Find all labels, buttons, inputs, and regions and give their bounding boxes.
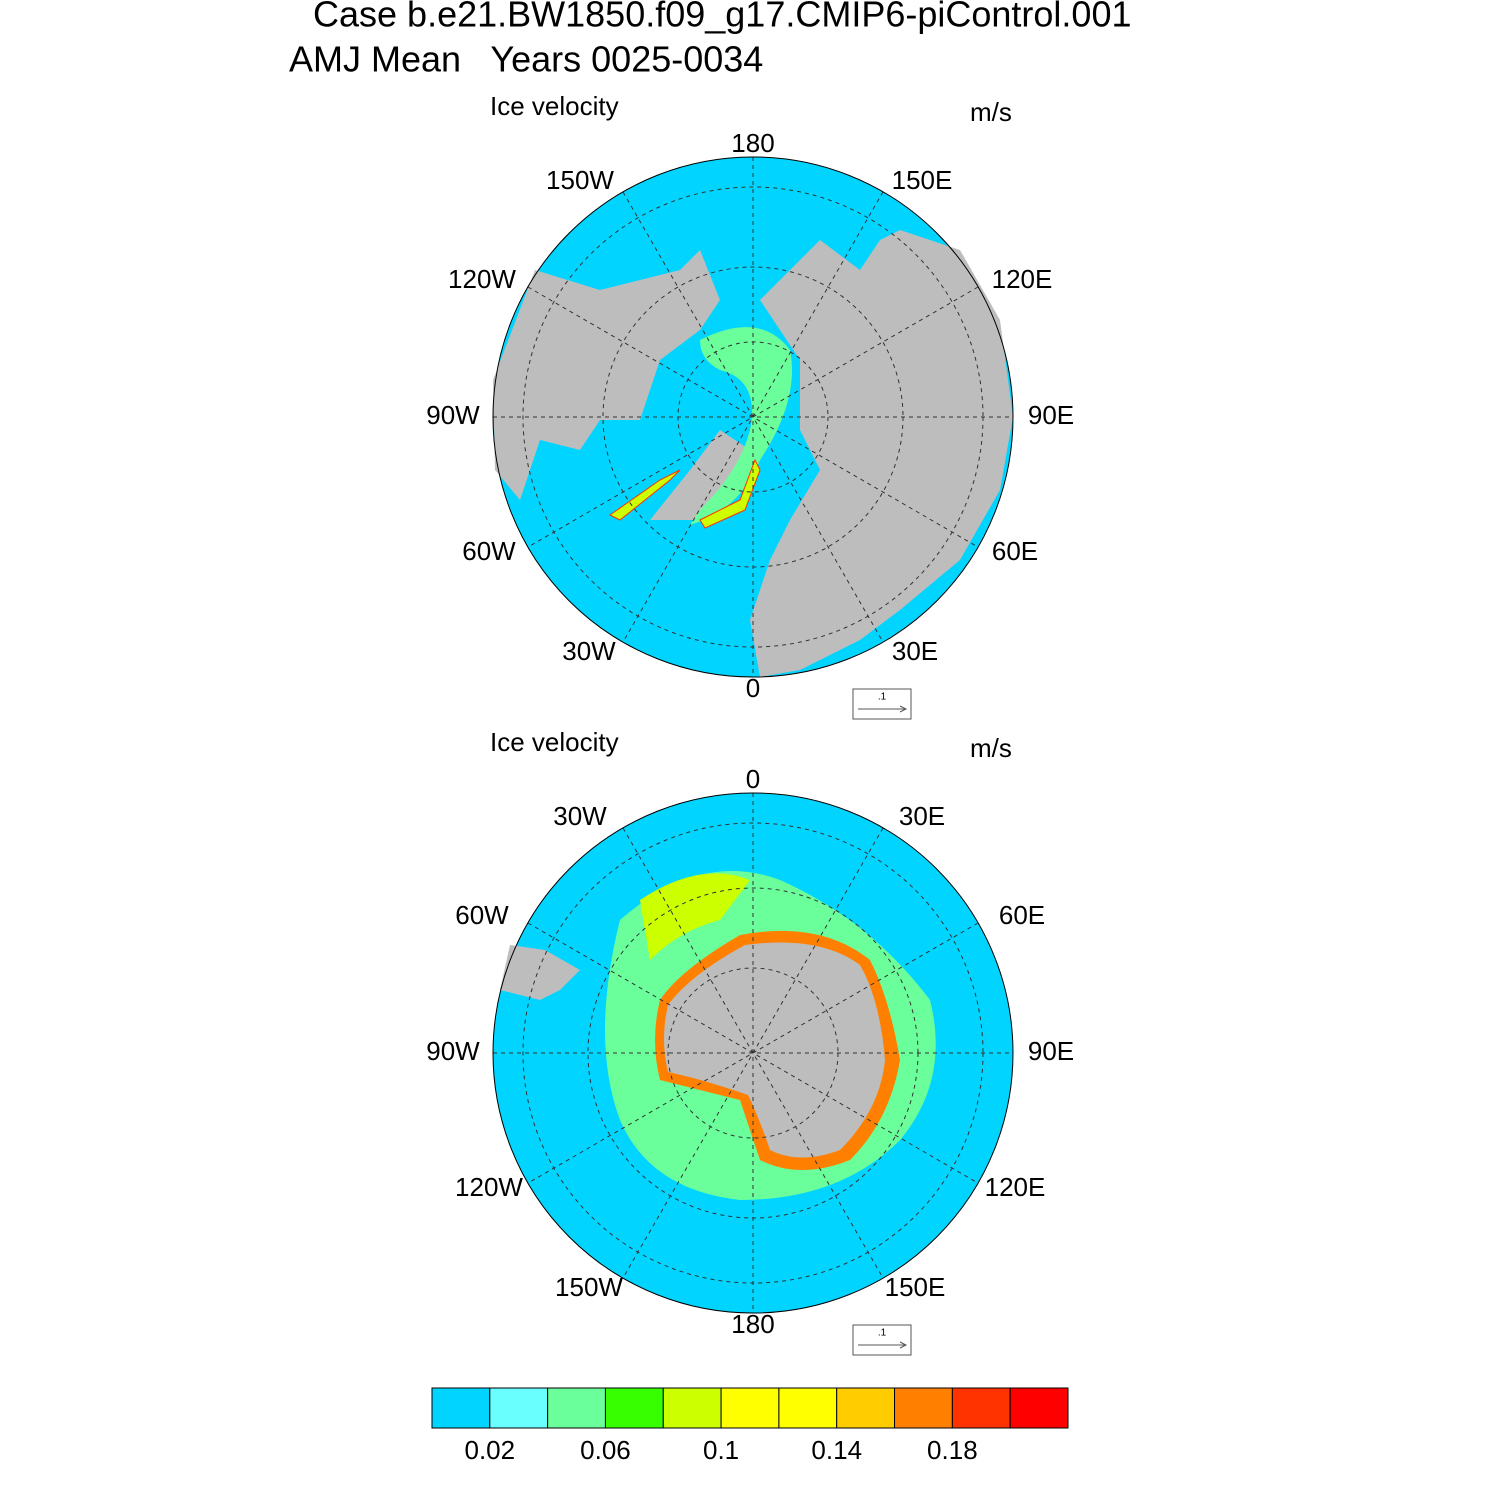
antarctic-map — [492, 792, 1014, 1314]
longitude-label: 150W — [555, 1272, 623, 1302]
land-north-america — [493, 250, 720, 500]
units-label: m/s — [970, 97, 1012, 127]
colorbar-box — [489, 1387, 549, 1429]
fast-ice-region — [609, 458, 761, 529]
longitude-label: 180 — [731, 128, 774, 158]
land-antarctica — [664, 942, 885, 1158]
colorbar-box — [1009, 1387, 1069, 1429]
longitude-label: 60W — [455, 900, 509, 930]
map-border — [492, 156, 1014, 678]
longitude-label: 180 — [731, 1309, 774, 1339]
longitude-label: 60W — [462, 536, 516, 566]
longitude-label: 150W — [546, 165, 614, 195]
longitude-label: 150E — [892, 165, 953, 195]
longitude-label: 90E — [1028, 1036, 1074, 1066]
longitude-label: 90W — [426, 400, 480, 430]
longitude-label: 60E — [999, 900, 1045, 930]
colorbar-tick-label: 0.1 — [703, 1435, 739, 1465]
longitude-label: 120E — [985, 1172, 1046, 1202]
longitude-label: 90E — [1028, 400, 1074, 430]
colorbar-box — [720, 1387, 780, 1429]
figure-subtitle: AMJ Mean Years 0025-0034 — [289, 39, 763, 80]
ice-drift-fast — [640, 873, 750, 960]
panel-title: Ice velocity — [490, 91, 619, 121]
figure-title: Case b.e21.BW1850.f09_g17.CMIP6-piContro… — [313, 0, 1132, 35]
reference-vector-box — [852, 1324, 912, 1356]
reference-vector-arrow — [858, 705, 908, 713]
reference-vector-label: .1 — [878, 1328, 887, 1339]
map-border — [492, 792, 1014, 1314]
graticule — [493, 793, 1013, 1313]
colorbar-box — [604, 1387, 664, 1429]
reference-vector-box — [852, 688, 912, 720]
ice-drift-region — [690, 327, 792, 525]
colorbar-box — [431, 1387, 491, 1429]
land-eurasia — [750, 230, 1013, 677]
longitude-label: 90W — [426, 1036, 480, 1066]
units-label: m/s — [970, 733, 1012, 763]
colorbar-tick-label: 0.18 — [927, 1435, 978, 1465]
longitude-label: 0 — [746, 673, 760, 703]
colorbar-tick-label: 0.14 — [811, 1435, 862, 1465]
colorbar-box — [836, 1387, 896, 1429]
arctic-map — [492, 156, 1014, 678]
longitude-label: 0 — [746, 764, 760, 794]
longitude-label: 30E — [899, 801, 945, 831]
longitude-label: 150E — [885, 1272, 946, 1302]
land-south-america — [500, 945, 580, 1000]
colorbar-box — [778, 1387, 838, 1429]
longitude-label: 60E — [992, 536, 1038, 566]
longitude-label: 30W — [562, 636, 616, 666]
colorbar-box — [894, 1387, 953, 1429]
colorbar-tick-label: 0.02 — [465, 1435, 516, 1465]
longitude-label: 30W — [553, 801, 607, 831]
colorbar-box — [547, 1387, 606, 1429]
colorbar-box — [951, 1387, 1011, 1429]
graticule — [493, 157, 1013, 677]
colorbar-tick-label: 0.06 — [580, 1435, 631, 1465]
longitude-label: 120W — [448, 264, 516, 294]
longitude-label: 120W — [455, 1172, 523, 1202]
reference-vector-label: .1 — [878, 692, 887, 703]
colorbar-box — [662, 1387, 722, 1429]
panel-title: Ice velocity — [490, 727, 619, 757]
longitude-label: 120E — [992, 264, 1053, 294]
reference-vector-arrow — [858, 1341, 908, 1349]
longitude-label: 30E — [892, 636, 938, 666]
